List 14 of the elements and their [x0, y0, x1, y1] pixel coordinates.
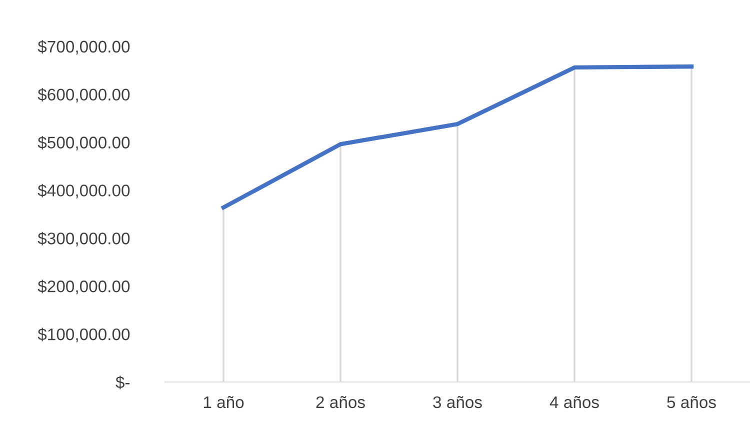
x-tick-label: 3 años	[433, 396, 482, 408]
y-tick-label: $600,000.00	[38, 88, 130, 102]
y-tick-label: $100,000.00	[38, 328, 130, 342]
y-tick-label: $-	[116, 376, 130, 390]
x-tick-label: 4 años	[550, 396, 599, 408]
x-tick-label: 1 año	[204, 396, 244, 408]
x-tick-label: 2 años	[316, 396, 365, 408]
x-tick-label: 5 años	[667, 396, 716, 408]
y-tick-label: $700,000.00	[38, 40, 130, 55]
y-tick-label: $400,000.00	[38, 184, 130, 198]
y-tick-label: $200,000.00	[38, 280, 130, 294]
y-tick-label: $500,000.00	[38, 136, 130, 150]
line-series	[221, 64, 694, 210]
y-tick-label: $300,000.00	[38, 232, 130, 246]
